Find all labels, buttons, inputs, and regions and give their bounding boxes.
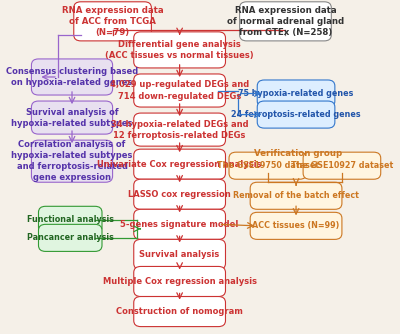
FancyBboxPatch shape <box>134 267 226 297</box>
FancyBboxPatch shape <box>32 140 112 182</box>
Text: Pancancer analysis: Pancancer analysis <box>27 233 114 242</box>
FancyBboxPatch shape <box>38 224 102 252</box>
FancyBboxPatch shape <box>250 212 342 239</box>
Text: 75 hypoxia-related genes: 75 hypoxia-related genes <box>238 89 354 98</box>
FancyBboxPatch shape <box>257 101 335 128</box>
FancyBboxPatch shape <box>32 59 112 95</box>
Text: Multiple Cox regression analysis: Multiple Cox regression analysis <box>103 277 257 286</box>
FancyBboxPatch shape <box>134 149 226 179</box>
FancyBboxPatch shape <box>74 2 151 41</box>
FancyBboxPatch shape <box>134 209 226 239</box>
Text: Survival analysis: Survival analysis <box>140 250 220 259</box>
FancyBboxPatch shape <box>134 239 226 270</box>
Text: 5-genes signature model: 5-genes signature model <box>120 220 239 229</box>
Text: Univariate Cox regression analysis: Univariate Cox regression analysis <box>97 160 262 169</box>
FancyBboxPatch shape <box>257 80 335 107</box>
FancyBboxPatch shape <box>32 101 112 134</box>
FancyBboxPatch shape <box>134 32 226 68</box>
Text: RNA expression data
of ACC from TCGA
(N=79): RNA expression data of ACC from TCGA (N=… <box>62 6 163 37</box>
Text: LASSO cox regression: LASSO cox regression <box>128 190 231 199</box>
Text: Differential gene analysis
(ACC tissues vs normal tissues): Differential gene analysis (ACC tissues … <box>105 40 254 60</box>
Text: Verification group: Verification group <box>254 149 342 158</box>
Text: RNA expression data
of normal adrenal gland
from GTEx (N=258): RNA expression data of normal adrenal gl… <box>227 6 344 37</box>
FancyBboxPatch shape <box>303 152 381 179</box>
Text: 34 hypoxia-related DEGs and
12 ferroptosis-related DEGs: 34 hypoxia-related DEGs and 12 ferroptos… <box>111 120 248 140</box>
Text: The GSE10927 dataset: The GSE10927 dataset <box>291 161 393 170</box>
FancyBboxPatch shape <box>240 2 331 41</box>
Text: 4,029 up-regulated DEGs and
714 down-regulated DEGs: 4,029 up-regulated DEGs and 714 down-reg… <box>110 80 249 101</box>
FancyBboxPatch shape <box>229 152 307 179</box>
FancyBboxPatch shape <box>250 182 342 209</box>
FancyBboxPatch shape <box>134 113 226 146</box>
Text: Functional analysis: Functional analysis <box>27 215 114 224</box>
Text: 24 ferroptosis-related genes: 24 ferroptosis-related genes <box>231 110 361 119</box>
FancyBboxPatch shape <box>134 74 226 107</box>
Text: Construction of nomogram: Construction of nomogram <box>116 307 243 316</box>
FancyBboxPatch shape <box>134 179 226 209</box>
Text: Correlation analysis of
hypoxia-related subtypes
and ferroptosis-related
gene ex: Correlation analysis of hypoxia-related … <box>11 140 133 182</box>
Text: Consensus clustering based
on hypoxia-related genes: Consensus clustering based on hypoxia-re… <box>6 67 138 87</box>
Text: ACC tissues (N=99): ACC tissues (N=99) <box>252 221 340 230</box>
Text: Survival analysis of
hypoxia-related subtypes: Survival analysis of hypoxia-related sub… <box>11 108 133 128</box>
FancyBboxPatch shape <box>134 297 226 327</box>
Text: The GSE19750 dataset: The GSE19750 dataset <box>217 161 319 170</box>
Text: Removal of the batch effect: Removal of the batch effect <box>233 191 359 200</box>
FancyBboxPatch shape <box>38 206 102 233</box>
